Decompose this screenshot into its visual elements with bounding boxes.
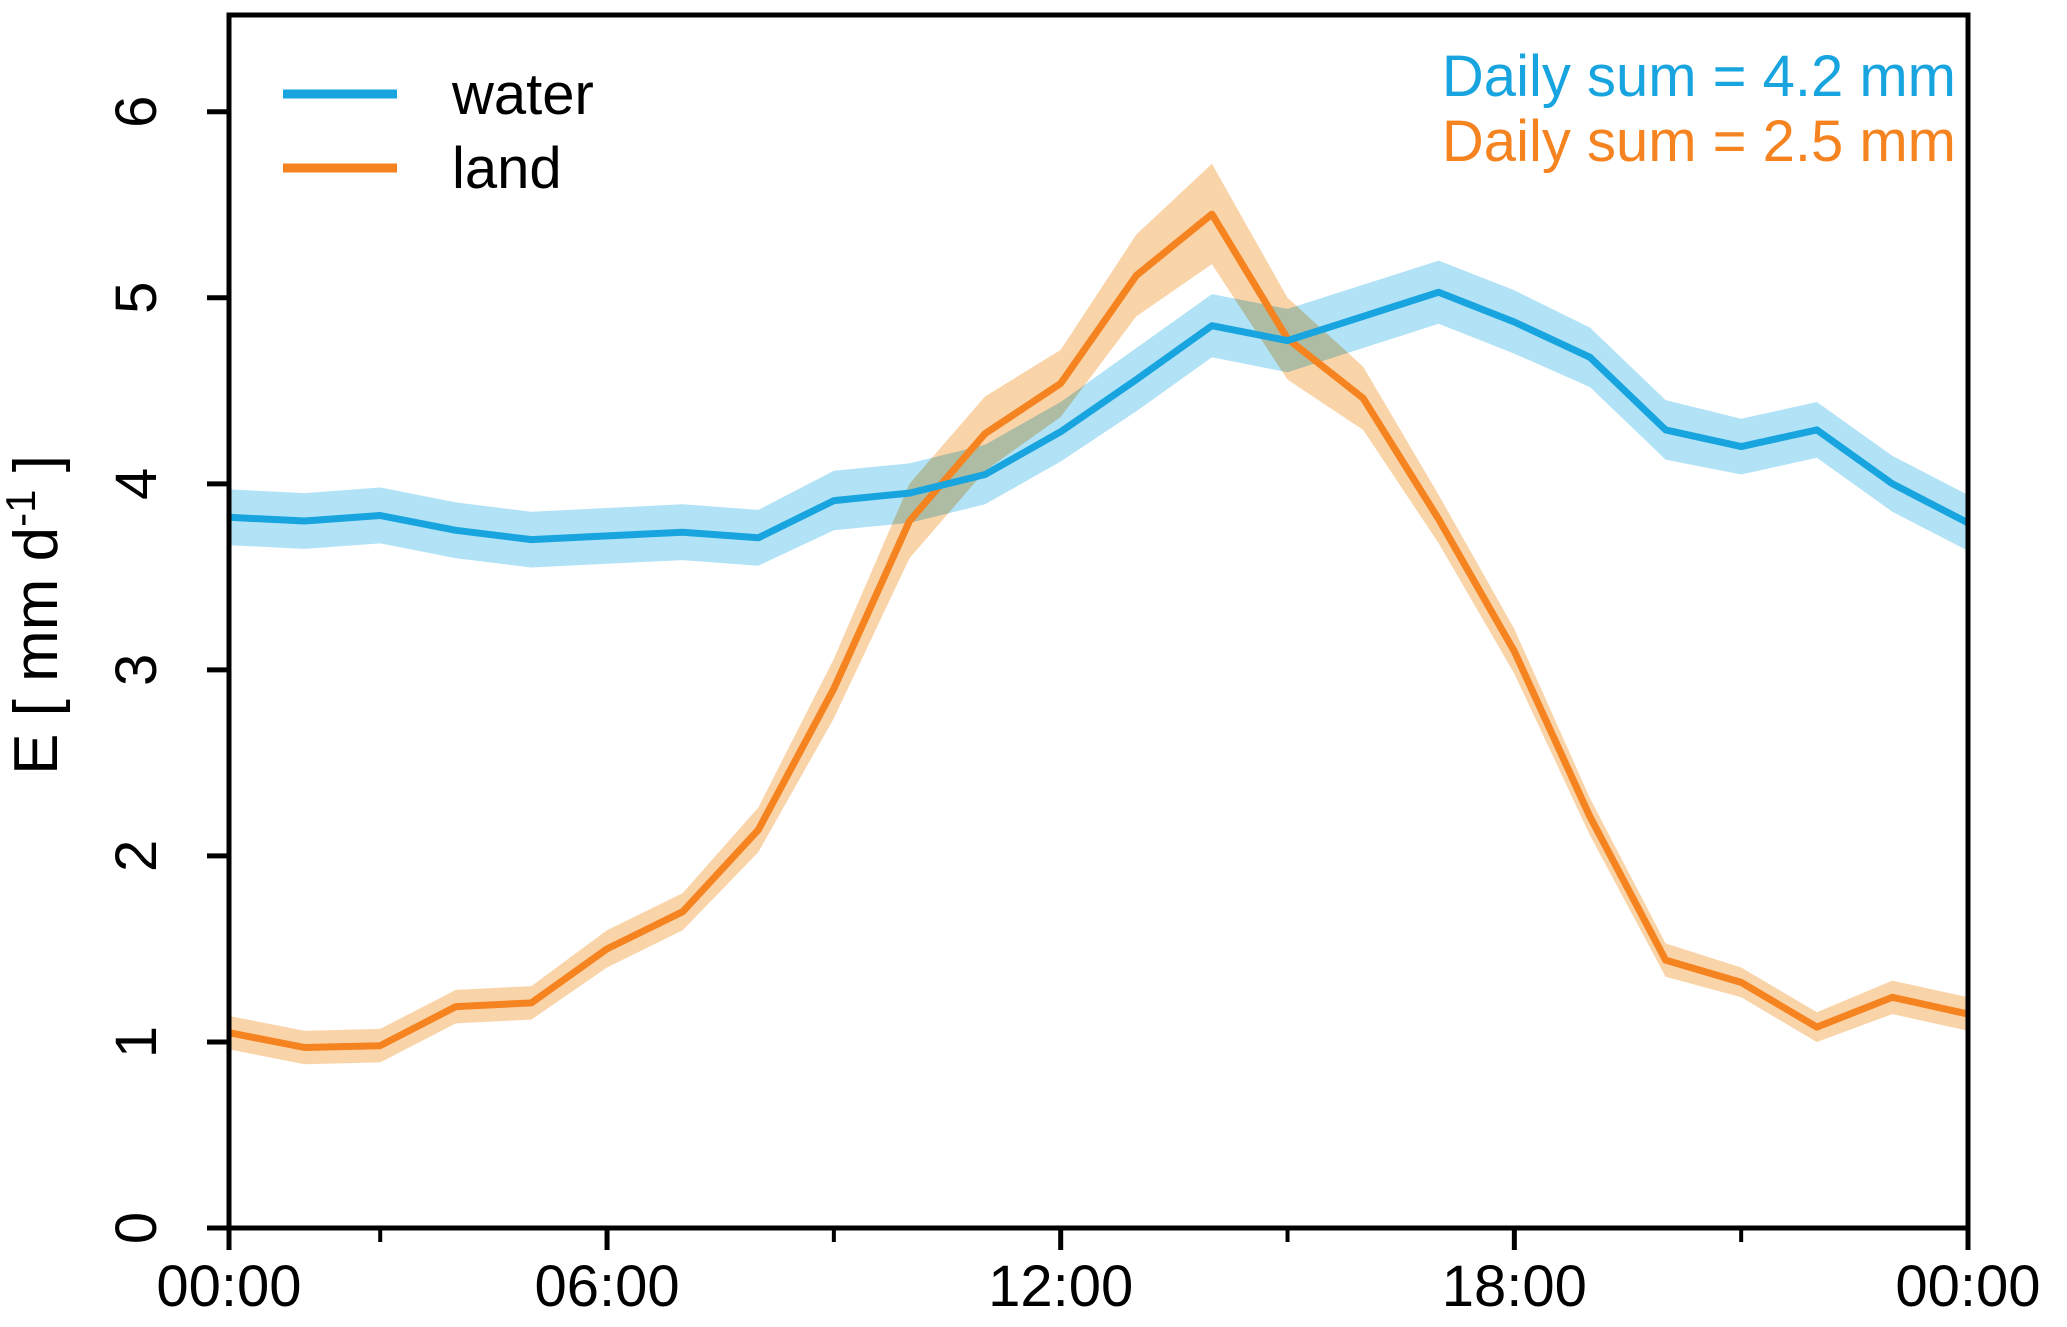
y-axis-label-superscript: -1 (0, 490, 44, 527)
land-uncertainty-band (229, 163, 1968, 1065)
axes: 00:00 06:00 12:00 18:00 00:00 0 1 2 3 4 5 6 (104, 12, 2041, 1319)
y-axis-label: E [ mm d-1 ] (0, 455, 71, 775)
plot-border (226, 12, 1971, 1231)
legend: water land (283, 62, 594, 201)
series-lines (228, 210, 1970, 1051)
water-uncertainty-band (229, 260, 1968, 568)
y-tick-label: 5 (104, 282, 169, 314)
y-tick-label: 2 (104, 840, 169, 872)
water-line (228, 288, 1970, 544)
legend-label-water: water (451, 62, 594, 127)
daily-sum-annotations: Daily sum = 4.2 mm Daily sum = 2.5 mm (1442, 44, 1956, 174)
x-tick-label: 00:00 (156, 1254, 301, 1319)
x-tick-label: 00:00 (1895, 1254, 2040, 1319)
x-tick-label: 06:00 (534, 1254, 679, 1319)
y-tick-label: 4 (104, 468, 169, 500)
annotation-daily-sum-land: Daily sum = 2.5 mm (1442, 109, 1956, 174)
y-tick-label: 0 (104, 1212, 169, 1244)
x-tick-label: 18:00 (1442, 1254, 1587, 1319)
x-tick-label: 12:00 (988, 1254, 1133, 1319)
y-tick-label: 3 (104, 654, 169, 686)
y-axis-label-base: E [ mm d (2, 527, 71, 775)
legend-label-land: land (452, 136, 562, 201)
uncertainty-bands (229, 163, 1968, 1065)
annotation-daily-sum-water: Daily sum = 4.2 mm (1442, 44, 1956, 109)
y-axis-label-close-bracket: ] (2, 455, 71, 489)
y-tick-label: 1 (104, 1026, 169, 1058)
y-tick-label: 6 (104, 96, 169, 128)
land-line (228, 210, 1969, 1051)
